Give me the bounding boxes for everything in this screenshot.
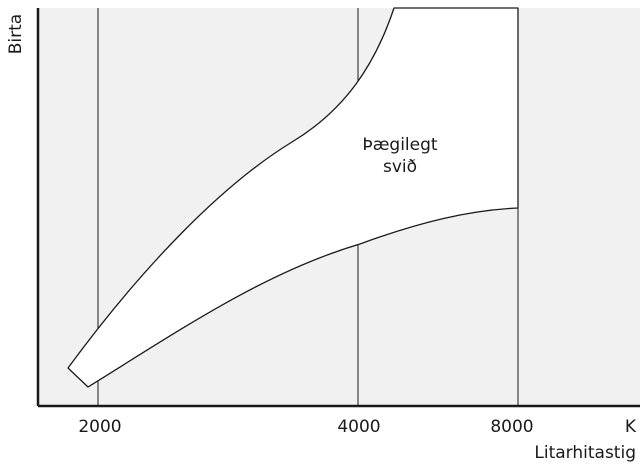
- comfort-zone-region: [67, 7, 519, 388]
- region-label-line2: svið: [383, 157, 417, 177]
- region-label-line1: Þægilegt: [362, 135, 437, 155]
- x-tick-label-2000: 2000: [78, 417, 121, 437]
- y-axis-title: Birta: [6, 14, 26, 54]
- x-tick-label-8000: 8000: [490, 417, 533, 437]
- x-tick-label-4000: 4000: [337, 417, 380, 437]
- x-axis-title: Litarhitastig: [534, 443, 636, 463]
- x-unit-label: K: [625, 417, 637, 437]
